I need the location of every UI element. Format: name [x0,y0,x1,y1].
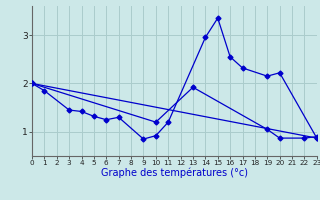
X-axis label: Graphe des températures (°c): Graphe des températures (°c) [101,168,248,178]
